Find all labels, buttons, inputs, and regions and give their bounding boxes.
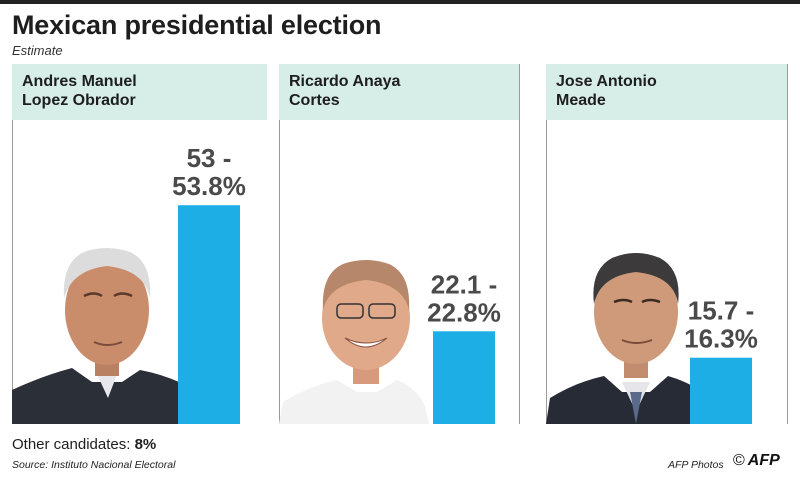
candidate-chart-svg: 15.7 -16.3% bbox=[546, 253, 758, 424]
candidate-chart-svg: 22.1 -22.8% bbox=[279, 260, 501, 424]
bar-value-label: 53 - bbox=[187, 143, 232, 173]
afp-logo: © AFP bbox=[733, 452, 780, 470]
candidate-plot: 53 -53.8% bbox=[12, 120, 267, 424]
afp-logo-text: AFP bbox=[747, 452, 780, 469]
candidate-plot: 15.7 -16.3% bbox=[546, 120, 788, 424]
top-rule bbox=[0, 0, 800, 4]
bar-value-label: 16.3% bbox=[684, 324, 758, 354]
bar-2 bbox=[433, 331, 495, 424]
other-candidates: Other candidates: 8% bbox=[12, 436, 156, 453]
other-candidates-label: Other candidates: bbox=[12, 436, 131, 453]
source-note: Source: Instituto Nacional Electoral bbox=[12, 459, 176, 471]
panel-left-border bbox=[546, 64, 547, 424]
photo-credit: AFP Photos bbox=[668, 459, 724, 471]
candidate-panel: Ricardo Anaya Cortes 22.1 -22.8% bbox=[279, 64, 520, 424]
bar-value-label: 22.1 - bbox=[431, 269, 498, 299]
candidate-plot: 22.1 -22.8% bbox=[279, 120, 520, 424]
chart-subtitle: Estimate bbox=[12, 43, 63, 58]
chart-title: Mexican presidential election bbox=[12, 10, 382, 40]
candidate-panel: Andres Manuel Lopez Obrador 53 -53.8% bbox=[12, 64, 267, 424]
candidate-photo bbox=[546, 253, 722, 424]
other-candidates-value: 8% bbox=[134, 436, 157, 453]
candidate-photo bbox=[12, 248, 224, 424]
candidate-name: Ricardo Anaya Cortes bbox=[289, 73, 401, 109]
panel-left-border bbox=[279, 64, 280, 424]
candidate-name: Jose Antonio Meade bbox=[556, 73, 657, 109]
candidate-name: Andres Manuel Lopez Obrador bbox=[22, 73, 137, 109]
candidate-header: Ricardo Anaya Cortes bbox=[279, 64, 520, 120]
panel-right-border bbox=[519, 64, 520, 424]
bar-value-label: 22.8% bbox=[427, 297, 501, 327]
candidate-header: Jose Antonio Meade bbox=[546, 64, 788, 120]
candidate-photo bbox=[279, 260, 429, 424]
candidate-panel: Jose Antonio Meade 15.7 -16.3% bbox=[546, 64, 788, 424]
candidate-header: Andres Manuel Lopez Obrador bbox=[12, 64, 267, 120]
bar-value-label: 53.8% bbox=[172, 171, 246, 201]
bar-3 bbox=[690, 357, 752, 424]
bar-1 bbox=[178, 205, 240, 424]
panel-left-border bbox=[12, 64, 13, 424]
panel-right-border bbox=[787, 64, 788, 424]
candidate-chart-svg: 53 -53.8% bbox=[12, 143, 246, 424]
bar-value-label: 15.7 - bbox=[688, 296, 755, 326]
copyright-symbol: © bbox=[733, 452, 745, 469]
